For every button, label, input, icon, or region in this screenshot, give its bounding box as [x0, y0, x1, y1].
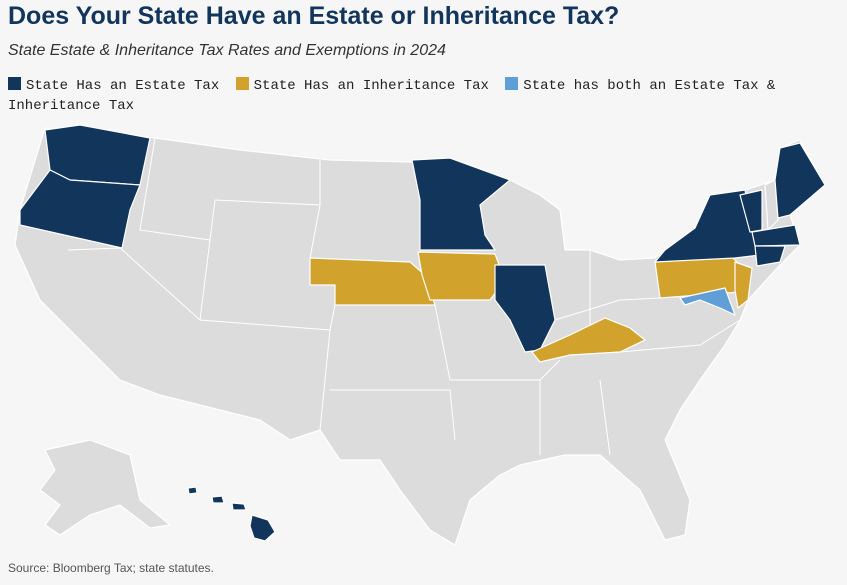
legend-label: State Has an Estate Tax: [26, 78, 220, 94]
legend-swatch: [235, 77, 249, 90]
legend: State Has an Estate Tax State Has an Inh…: [8, 76, 828, 116]
legend-swatch: [505, 77, 519, 90]
legend-item: State Has an Estate Tax: [8, 77, 220, 94]
legend-swatch: [8, 77, 21, 90]
alaska: [39, 439, 171, 536]
legend-item: State has both an Estate Tax & Inheritan…: [8, 77, 776, 114]
state-estate: [751, 224, 801, 247]
state-estate: [774, 142, 826, 219]
state-estate: [494, 264, 556, 353]
state-inheritance: [417, 251, 506, 301]
legend-label: State has both an Estate Tax & Inheritan…: [8, 78, 776, 114]
state-estate: [754, 245, 786, 267]
us-outline: [14, 127, 826, 546]
map: [14, 124, 826, 546]
state-estate: [19, 169, 141, 249]
source: Source: Bloomberg Tax; state statutes.: [8, 561, 214, 575]
state-none: [764, 179, 779, 231]
state-inheritance: [531, 317, 646, 363]
title: Does Your State Have an Estate or Inheri…: [8, 2, 620, 30]
state-inheritance: [309, 257, 436, 306]
state-inheritance: [734, 261, 753, 309]
hawaii: [187, 486, 276, 542]
state-both: [679, 287, 736, 316]
legend-item: State Has an Inheritance Tax: [235, 77, 489, 94]
state-estate: [411, 157, 511, 251]
legend-label: State Has an Inheritance Tax: [253, 78, 489, 94]
subtitle: State Estate & Inheritance Tax Rates and…: [8, 42, 446, 59]
